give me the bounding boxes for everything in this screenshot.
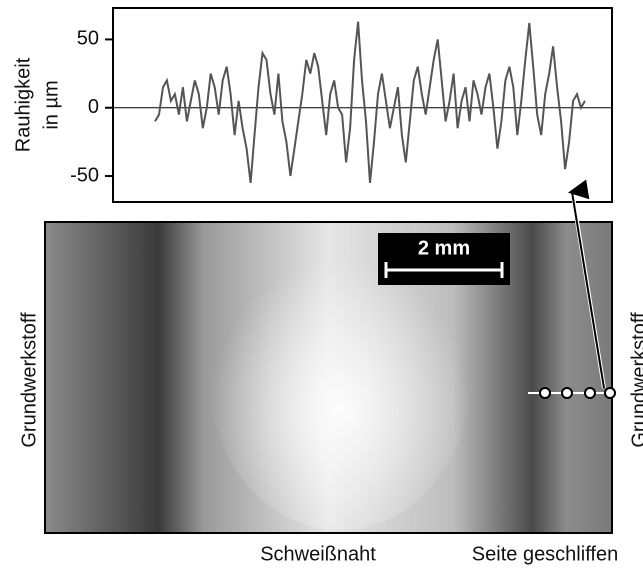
micrograph: 2 mm xyxy=(44,179,622,534)
y-axis-label: Rauhigkeit xyxy=(12,57,34,152)
y-tick-label: -50 xyxy=(70,164,99,186)
y-tick-label: 0 xyxy=(88,96,99,118)
bottom-label: Schweißnaht xyxy=(260,543,376,565)
left-label: Grundwerkstoff xyxy=(18,312,40,448)
y-tick-label: 50 xyxy=(77,28,99,50)
scale-bar-label: 2 mm xyxy=(418,237,470,259)
bottom-label: Seite geschliffen xyxy=(472,543,618,565)
plot-frame xyxy=(112,7,613,203)
y-axis-label: in µm xyxy=(40,80,62,129)
profile-line xyxy=(154,21,586,184)
right-label: Grundwerkstoff xyxy=(628,312,643,448)
scale-bar-box xyxy=(378,233,510,285)
